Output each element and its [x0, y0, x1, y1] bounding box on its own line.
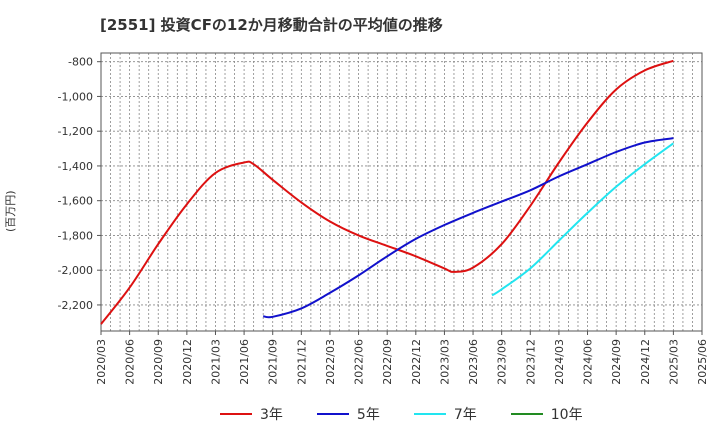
x-tick-label: 2025/06: [696, 339, 709, 385]
x-tick-label: 2024/12: [639, 339, 652, 385]
x-tick-label: 2023/12: [524, 339, 537, 385]
legend-item: 3年: [220, 404, 283, 424]
y-tick-label: -1,600: [58, 195, 93, 208]
x-tick-label: 2024/09: [610, 339, 623, 385]
x-tick-label: 2025/03: [667, 339, 680, 385]
legend: 3年 5年 7年 10年: [220, 404, 617, 424]
x-tick-label: 2021/06: [238, 339, 251, 385]
series-lines: [100, 59, 674, 325]
x-tick-label: 2022/06: [353, 339, 366, 385]
legend-swatch: [220, 413, 252, 415]
x-tick-label: 2024/03: [553, 339, 566, 385]
series-line-0: [100, 59, 674, 325]
y-tick-label: -1,800: [58, 229, 93, 242]
y-tick-label: -1,400: [58, 160, 93, 173]
series-line-2: [491, 142, 674, 297]
chart-title: [2551] 投資CFの12か月移動合計の平均値の推移: [100, 16, 443, 34]
legend-label: 10年: [550, 407, 583, 423]
legend-swatch: [510, 413, 543, 415]
legend-swatch: [413, 413, 446, 415]
x-tick-label: 2020/09: [152, 339, 165, 385]
series-line-1: [263, 137, 674, 319]
grid-lines: [101, 53, 702, 331]
y-tick-label: -1,200: [58, 125, 93, 138]
legend-label: 5年: [356, 407, 380, 423]
axes: -800 -1,000 -1,200 -1,400 -1,600 -1,800 -2,000…: [58, 52, 709, 385]
x-tick-label: 2023/06: [467, 339, 480, 385]
x-tick-label: 2021/12: [295, 339, 308, 385]
legend-label: 7年: [453, 407, 477, 423]
x-tick-label: 2022/03: [324, 339, 337, 385]
x-tick-label: 2024/06: [582, 339, 595, 385]
legend-item: 10年: [510, 404, 583, 424]
legend-item: 7年: [413, 404, 477, 424]
legend-item: 5年: [316, 404, 380, 424]
x-tick-label: 2020/12: [181, 339, 194, 385]
x-tick-label: 2023/03: [438, 339, 451, 385]
x-tick-label: 2021/09: [267, 339, 280, 385]
x-tick-label: 2020/03: [95, 339, 108, 385]
y-tick-label: -800: [68, 56, 93, 69]
y-tick-label: -2,200: [58, 299, 93, 312]
legend-swatch: [316, 413, 349, 415]
x-tick-label: 2022/09: [381, 339, 394, 385]
plot-frame: [100, 52, 703, 332]
legend-label: 3年: [260, 407, 283, 423]
y-tick-label: -2,000: [58, 264, 93, 277]
x-tick-label: 2020/06: [124, 339, 137, 385]
x-tick-label: 2021/03: [209, 339, 222, 385]
x-tick-label: 2022/12: [410, 339, 423, 385]
y-tick-label: -1,000: [58, 90, 93, 103]
x-tick-label: 2023/09: [496, 339, 509, 385]
